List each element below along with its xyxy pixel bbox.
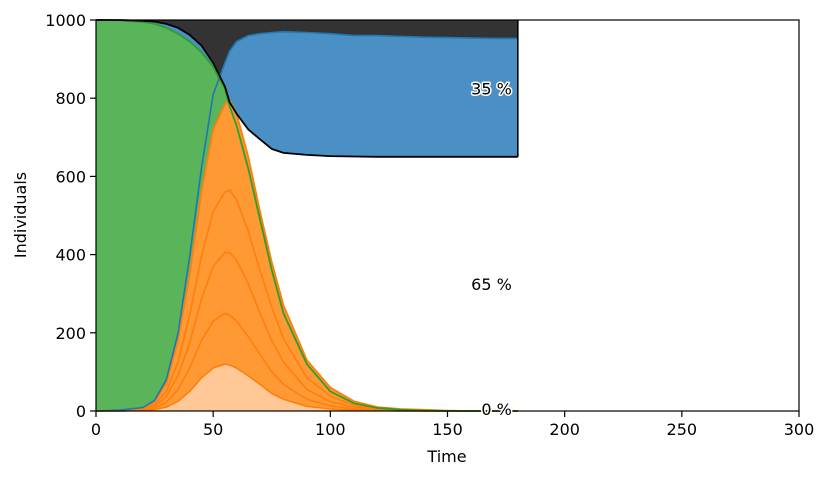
x-axis-title: Time: [426, 447, 466, 466]
y-tick-label: 600: [55, 167, 86, 186]
area-infected: [96, 100, 518, 411]
x-tick-label: 250: [667, 420, 698, 439]
y-tick-label: 800: [55, 89, 86, 108]
y-axis-title: Individuals: [11, 172, 30, 258]
end-labels: 35 % 65 % 0 %: [470, 78, 514, 421]
end-percentage-label: 65 %: [471, 275, 512, 294]
area-infected-core: [96, 364, 518, 411]
end-percentage-label: 35 %: [471, 79, 512, 98]
end-percentage-label: 0 %: [481, 400, 511, 419]
x-axis: 0 50 100 150 200 250 300: [91, 411, 814, 439]
x-tick-label: 50: [203, 420, 223, 439]
x-tick-label: 200: [549, 420, 580, 439]
x-tick-label: 0: [91, 420, 101, 439]
y-axis: 0 200 400 600 800 1000: [45, 11, 96, 421]
y-tick-label: 0: [76, 402, 86, 421]
plot-areas: [96, 20, 518, 411]
y-tick-label: 200: [55, 324, 86, 343]
y-tick-label: 1000: [45, 11, 86, 30]
dead-edge-line: [96, 19, 518, 158]
x-tick-label: 300: [784, 420, 815, 439]
recovered-edge-line: [95, 30, 518, 412]
x-tick-label: 150: [432, 420, 463, 439]
x-tick-label: 100: [315, 420, 346, 439]
y-tick-label: 400: [55, 246, 86, 265]
